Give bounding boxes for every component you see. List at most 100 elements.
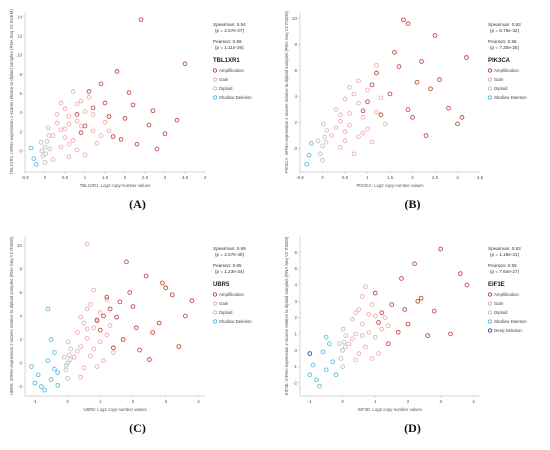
legend-label-shallow-deletion: Shallow Deletion (494, 95, 527, 100)
data-point-gain (369, 356, 375, 361)
legend-marker-diploid (212, 310, 218, 315)
data-point-diploid (43, 151, 49, 157)
legend-label-gain: Gain (219, 301, 229, 306)
y-tick-label: 2 (19, 337, 22, 342)
data-point-gain (78, 344, 83, 349)
scatter-plot-c: -1 0 1 2 3 4 -2 0 2 4 6 8 10 UBR5: Log2 copy-number v… (9, 236, 252, 412)
pearson-value: Pearson: 0.59 (488, 263, 517, 268)
data-point-shallow-deletion (330, 359, 336, 365)
data-point-diploid (63, 367, 69, 373)
data-point-gain (107, 323, 113, 328)
data-point-diploid (38, 139, 44, 145)
data-point-amplification (455, 121, 460, 127)
data-point-gain (88, 301, 93, 307)
data-point-shallow-deletion (55, 370, 61, 375)
spearman-p-value: (p = 2.57e-40) (215, 252, 244, 257)
data-point-diploid (68, 346, 74, 352)
spearman-p-value: (p = 2.57e-27) (215, 28, 244, 33)
chart-panel-a: -0.5 0 0.5 1 1.5 2 2.5 3 3.5 4 0 2 4 6 8 10 12 14 TBL1XR1:… (5, 4, 270, 222)
data-point-gain (356, 307, 362, 312)
data-point-diploid (321, 121, 326, 127)
x-tick-label: 0.5 (62, 175, 69, 180)
data-point-gain (62, 106, 68, 112)
data-point-amplification (431, 308, 437, 314)
legend-marker-amplification (212, 68, 218, 73)
data-point-amplification (143, 273, 149, 279)
data-point-gain (58, 100, 64, 106)
data-point-shallow-deletion (320, 349, 326, 355)
data-point-amplification (386, 341, 391, 347)
data-point-gain (97, 339, 103, 345)
data-point-diploid (342, 344, 348, 350)
data-point-amplification (360, 108, 366, 114)
data-point-amplification (459, 115, 465, 120)
x-tick-label: 1.5 (387, 175, 394, 180)
data-point-amplification (124, 259, 129, 265)
data-point-shallow-deletion (45, 306, 51, 312)
data-point-gain (54, 112, 60, 117)
x-tick-label: 1.5 (102, 175, 109, 180)
data-point-amplification (126, 90, 132, 95)
data-point-gain (338, 118, 343, 124)
legend-label-amplification: Amplification (219, 68, 244, 73)
data-point-amplification (156, 320, 162, 326)
data-point-amplification (134, 141, 140, 147)
x-tick-label: 0 (341, 399, 344, 404)
data-point-diploid (336, 341, 342, 347)
data-point-amplification (401, 17, 406, 23)
data-point-gain (333, 107, 339, 112)
legend-label-diploid: Diploid (219, 86, 233, 91)
data-point-gain (82, 109, 88, 114)
data-point-gain (101, 358, 106, 364)
data-point-gain (356, 134, 361, 140)
y-tick-label: 10 (17, 243, 23, 248)
data-point-diploid (45, 125, 51, 131)
data-point-diploid (65, 376, 70, 381)
data-point-gain (104, 332, 110, 338)
data-point-gain (359, 333, 365, 338)
pearson-value: Pearson: 0.58 (488, 39, 517, 44)
data-point-amplification (118, 137, 124, 142)
data-point-diploid (39, 148, 45, 154)
spearman-value: Spearman: 0.63 (488, 22, 521, 27)
y-tick-label: 4 (19, 314, 22, 319)
data-point-amplification (82, 123, 88, 129)
data-point-amplification (437, 77, 442, 82)
data-point-gain (374, 62, 379, 68)
data-point-gain (78, 123, 84, 129)
data-point-amplification (438, 246, 444, 252)
data-point-gain (71, 354, 77, 360)
legend-marker-amplification (487, 68, 493, 73)
y-tick-label: 8 (19, 266, 22, 271)
legend-marker-shallow-deletion (212, 95, 218, 100)
data-point-gain (338, 144, 343, 150)
chart-panel-c: -1 0 1 2 3 4 -2 0 2 4 6 8 10 UBR5: Log2 copy-number v… (5, 228, 270, 446)
data-point-shallow-deletion (42, 387, 47, 393)
y-tick-label: 0 (294, 348, 297, 353)
data-point-diploid (65, 339, 71, 345)
data-point-amplification (138, 17, 144, 23)
panel-label-b: (B) (404, 197, 421, 211)
data-point-gain (333, 125, 339, 131)
data-point-gain (75, 348, 80, 354)
data-point-amplification (405, 21, 411, 27)
x-tick-label: 4 (472, 399, 475, 404)
data-point-gain (359, 321, 365, 327)
data-point-gain (102, 119, 108, 125)
data-point-shallow-deletion (323, 367, 329, 373)
y-axis-label: EIF3E: mRNA expression z-scores relative… (284, 236, 289, 395)
data-point-gain (50, 157, 56, 162)
x-tick-label: 0 (66, 399, 69, 404)
data-point-gain (50, 133, 56, 138)
x-tick-label: -0.5 (21, 175, 29, 180)
pearson-p-value: (p = 1.11e-26) (215, 45, 244, 50)
data-point-gain (82, 152, 88, 158)
data-point-gain (66, 121, 72, 127)
data-point-shallow-deletion (327, 341, 332, 347)
data-point-shallow-deletion (48, 337, 54, 342)
data-point-gain (369, 302, 375, 307)
scatter-plot-b: -0.5 0 0.5 1 1.5 2 2.5 3 3.5 0 2 4 6 8 10 PIK3CA: Log2 … (284, 10, 527, 188)
y-tick-label: 0 (19, 361, 22, 366)
data-point-amplification (163, 285, 169, 291)
data-point-gain (372, 334, 378, 340)
